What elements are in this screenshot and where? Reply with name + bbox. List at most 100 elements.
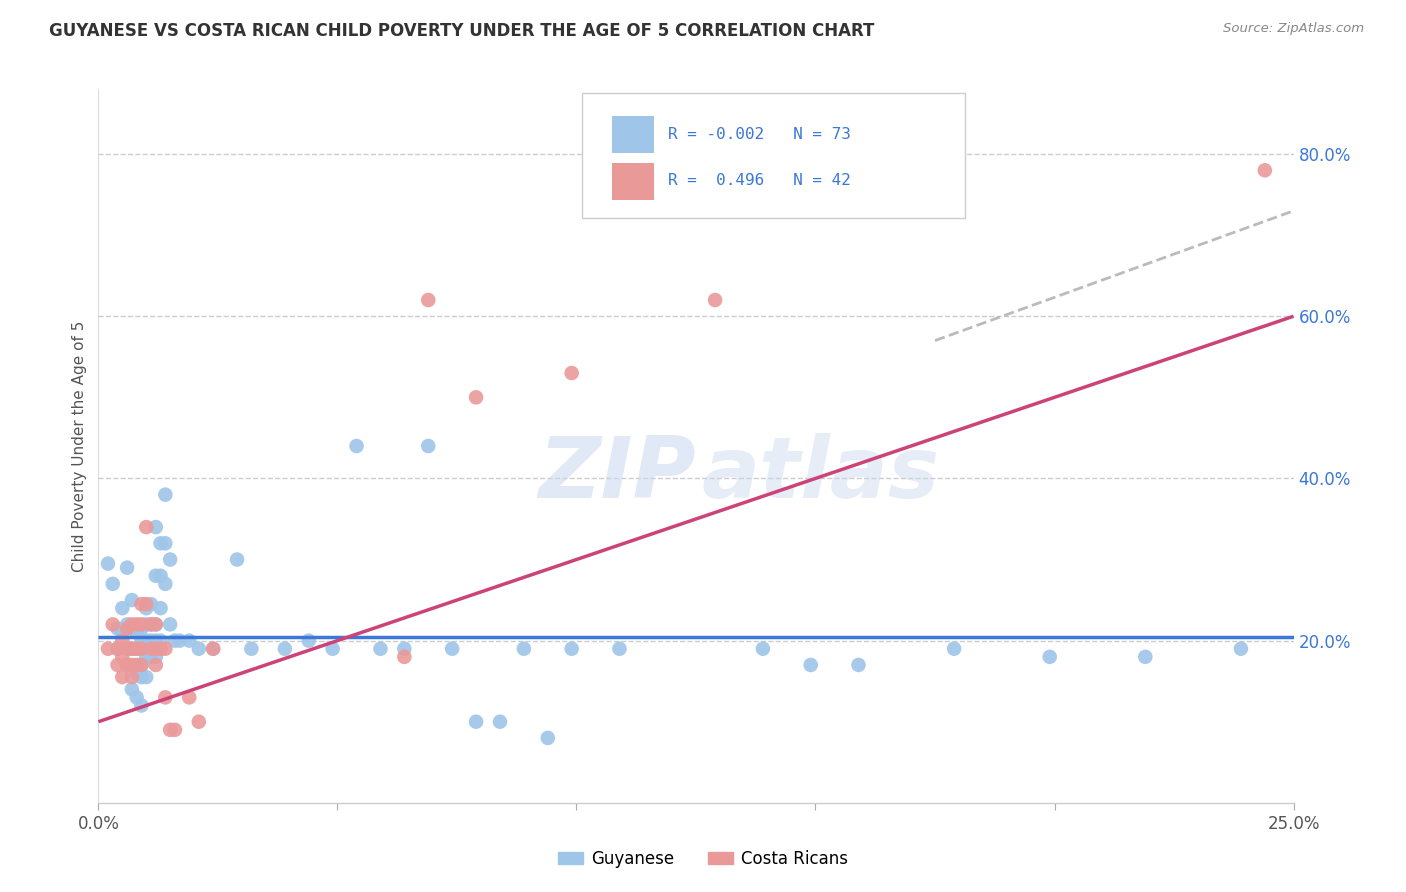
Point bbox=[107, 622, 129, 636]
Point bbox=[101, 577, 124, 591]
Text: atlas: atlas bbox=[702, 433, 941, 516]
Text: R =  0.496   N = 42: R = 0.496 N = 42 bbox=[668, 173, 852, 188]
Point bbox=[226, 552, 249, 566]
Point bbox=[139, 649, 162, 664]
Point bbox=[111, 649, 134, 664]
Point bbox=[394, 649, 416, 664]
Point bbox=[418, 293, 440, 307]
Point bbox=[125, 641, 148, 656]
Point bbox=[465, 714, 488, 729]
Point bbox=[159, 617, 181, 632]
FancyBboxPatch shape bbox=[613, 116, 654, 153]
Point bbox=[1230, 641, 1253, 656]
Point bbox=[125, 690, 148, 705]
Point bbox=[135, 649, 157, 664]
Point bbox=[179, 633, 201, 648]
Point bbox=[159, 552, 181, 566]
Point bbox=[115, 560, 138, 574]
Point bbox=[121, 657, 143, 672]
Point bbox=[163, 723, 186, 737]
Point bbox=[131, 657, 153, 672]
Point bbox=[1039, 649, 1062, 664]
Legend: Guyanese, Costa Ricans: Guyanese, Costa Ricans bbox=[551, 844, 855, 875]
Point bbox=[609, 641, 631, 656]
Point bbox=[131, 597, 153, 611]
Point bbox=[537, 731, 560, 745]
FancyBboxPatch shape bbox=[613, 162, 654, 200]
Point bbox=[513, 641, 536, 656]
Point bbox=[101, 617, 124, 632]
Point bbox=[1135, 649, 1157, 664]
Point bbox=[346, 439, 368, 453]
Text: Source: ZipAtlas.com: Source: ZipAtlas.com bbox=[1223, 22, 1364, 36]
Point bbox=[135, 633, 157, 648]
Point bbox=[131, 641, 153, 656]
Point bbox=[179, 690, 201, 705]
Point bbox=[202, 641, 225, 656]
Point bbox=[135, 670, 157, 684]
Point bbox=[115, 657, 138, 672]
Point bbox=[135, 597, 157, 611]
Point bbox=[155, 577, 177, 591]
Point bbox=[131, 622, 153, 636]
Point bbox=[752, 641, 775, 656]
Point bbox=[131, 617, 153, 632]
Point bbox=[489, 714, 512, 729]
Point bbox=[121, 682, 143, 697]
Point bbox=[187, 641, 209, 656]
Point bbox=[149, 601, 172, 615]
Point bbox=[465, 390, 488, 404]
Point bbox=[298, 633, 321, 648]
Point bbox=[370, 641, 392, 656]
Point bbox=[394, 641, 416, 656]
Point bbox=[121, 593, 143, 607]
Point bbox=[322, 641, 344, 656]
Point bbox=[139, 641, 162, 656]
Point bbox=[121, 641, 143, 656]
Point bbox=[135, 520, 157, 534]
Point bbox=[125, 666, 148, 681]
Text: GUYANESE VS COSTA RICAN CHILD POVERTY UNDER THE AGE OF 5 CORRELATION CHART: GUYANESE VS COSTA RICAN CHILD POVERTY UN… bbox=[49, 22, 875, 40]
Point bbox=[155, 690, 177, 705]
Point bbox=[131, 633, 153, 648]
Point bbox=[149, 633, 172, 648]
Point bbox=[145, 520, 167, 534]
Point bbox=[149, 568, 172, 582]
Point bbox=[561, 641, 583, 656]
Point bbox=[121, 670, 143, 684]
Point bbox=[111, 633, 134, 648]
Point bbox=[115, 641, 138, 656]
Point bbox=[848, 657, 870, 672]
Point bbox=[1254, 163, 1277, 178]
Point bbox=[97, 641, 120, 656]
Point bbox=[135, 617, 157, 632]
Point bbox=[131, 698, 153, 713]
Point bbox=[145, 568, 167, 582]
Point bbox=[145, 617, 167, 632]
Point bbox=[800, 657, 823, 672]
Point bbox=[125, 657, 148, 672]
Point bbox=[139, 597, 162, 611]
Point bbox=[139, 617, 162, 632]
Text: ZIP: ZIP bbox=[538, 433, 696, 516]
Point bbox=[107, 657, 129, 672]
Point bbox=[115, 622, 138, 636]
Point bbox=[111, 601, 134, 615]
Point bbox=[155, 536, 177, 550]
Point bbox=[704, 293, 727, 307]
Point bbox=[115, 657, 138, 672]
Point bbox=[125, 641, 148, 656]
Point bbox=[121, 641, 143, 656]
Point bbox=[107, 641, 129, 656]
Y-axis label: Child Poverty Under the Age of 5: Child Poverty Under the Age of 5 bbox=[72, 320, 87, 572]
Point bbox=[121, 622, 143, 636]
Point bbox=[145, 641, 167, 656]
Point bbox=[139, 633, 162, 648]
Point bbox=[155, 641, 177, 656]
Point bbox=[121, 617, 143, 632]
Point bbox=[163, 633, 186, 648]
Point bbox=[274, 641, 297, 656]
Point bbox=[131, 657, 153, 672]
Text: R = -0.002   N = 73: R = -0.002 N = 73 bbox=[668, 127, 852, 142]
Point bbox=[107, 641, 129, 656]
